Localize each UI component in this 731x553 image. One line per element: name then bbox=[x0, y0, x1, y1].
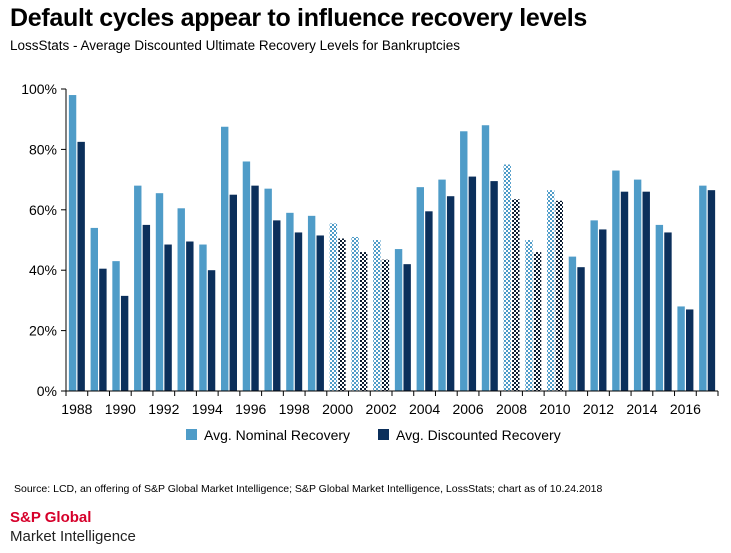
bar-discounted-1999 bbox=[316, 235, 324, 391]
x-tick-label: 2012 bbox=[583, 401, 614, 417]
bar-nominal-2011 bbox=[568, 256, 577, 391]
bar-nominal-1991 bbox=[134, 185, 142, 391]
bar-nominal-2008 bbox=[503, 164, 511, 391]
bar-discounted-1988 bbox=[77, 141, 85, 391]
bar-discounted-2012 bbox=[599, 229, 607, 391]
bar-nominal-2017 bbox=[699, 185, 707, 391]
bar-nominal-1990 bbox=[112, 261, 120, 391]
bar-discounted-2016 bbox=[686, 309, 694, 391]
legend: Avg. Nominal Recovery Avg. Discounted Rec… bbox=[186, 427, 561, 443]
bar-discounted-1989 bbox=[99, 268, 107, 391]
bar-nominal-2009 bbox=[525, 240, 533, 391]
bars bbox=[68, 95, 716, 392]
bar-discounted-2008 bbox=[512, 199, 520, 391]
x-tick-label: 2002 bbox=[366, 401, 397, 417]
chart-title: Default cycles appear to influence recov… bbox=[10, 4, 587, 32]
bar-discounted-1990 bbox=[120, 295, 129, 391]
x-tick-label: 2004 bbox=[409, 401, 440, 417]
bar-nominal-2016 bbox=[677, 306, 685, 391]
x-tick-label: 2006 bbox=[452, 401, 483, 417]
bar-discounted-2003 bbox=[403, 264, 411, 391]
bar-discounted-2005 bbox=[446, 196, 455, 391]
y-tick-label: 60% bbox=[29, 202, 57, 218]
source-note: Source: LCD, an offering of S&P Global M… bbox=[14, 483, 603, 495]
bar-discounted-2017 bbox=[707, 190, 716, 391]
bar-discounted-1993 bbox=[186, 241, 194, 391]
chart-subtitle: LossStats - Average Discounted Ultimate … bbox=[10, 38, 460, 53]
bar-nominal-2012 bbox=[590, 220, 598, 391]
bar-nominal-2007 bbox=[481, 125, 490, 392]
legend-label-discounted: Avg. Discounted Recovery bbox=[396, 427, 561, 443]
bar-discounted-2010 bbox=[555, 200, 563, 391]
bar-discounted-2014 bbox=[642, 191, 650, 391]
bar-nominal-2013 bbox=[612, 170, 620, 391]
bar-discounted-1995 bbox=[229, 194, 237, 391]
y-tick-label: 0% bbox=[37, 383, 57, 399]
legend-label-nominal: Avg. Nominal Recovery bbox=[204, 427, 350, 443]
legend-swatch-nominal bbox=[186, 429, 197, 440]
company-logo-line2: Market Intelligence bbox=[10, 528, 136, 545]
bar-discounted-2000 bbox=[338, 238, 346, 391]
bar-discounted-1997 bbox=[273, 220, 281, 391]
bar-nominal-1988 bbox=[68, 95, 77, 391]
bar-discounted-2015 bbox=[664, 232, 672, 391]
bar-nominal-2004 bbox=[416, 187, 424, 391]
bar-nominal-2003 bbox=[394, 249, 403, 391]
bar-nominal-2015 bbox=[655, 224, 664, 391]
bar-discounted-1994 bbox=[207, 270, 216, 391]
legend-swatch-discounted bbox=[378, 429, 389, 440]
bar-discounted-2013 bbox=[620, 191, 629, 391]
x-tick-label: 2016 bbox=[670, 401, 701, 417]
bar-discounted-1992 bbox=[164, 244, 172, 391]
bar-nominal-1992 bbox=[155, 193, 164, 391]
x-tick-label: 1998 bbox=[279, 401, 310, 417]
bar-nominal-2000 bbox=[329, 223, 338, 391]
x-tick-label: 1992 bbox=[148, 401, 179, 417]
x-tick-label: 2000 bbox=[322, 401, 353, 417]
x-tick-label: 1988 bbox=[61, 401, 92, 417]
recovery-bar-chart: 0%20%40%60%80%100% 1988 1990 1992 1994 1996 1… bbox=[21, 81, 719, 443]
bar-nominal-2010 bbox=[547, 190, 555, 391]
x-tick-label: 1996 bbox=[235, 401, 266, 417]
y-axis: 0% 20% 40% 60% 80% 100% bbox=[21, 81, 67, 399]
bar-discounted-2007 bbox=[490, 181, 498, 391]
bar-nominal-1994 bbox=[199, 244, 207, 391]
bar-nominal-2005 bbox=[438, 179, 446, 391]
y-tick-label: 20% bbox=[29, 323, 57, 339]
bar-discounted-2011 bbox=[577, 267, 585, 391]
bar-discounted-2009 bbox=[533, 252, 542, 391]
bar-discounted-1998 bbox=[294, 232, 303, 391]
bar-discounted-2002 bbox=[381, 259, 390, 391]
company-logo-line1: S&P Global bbox=[10, 509, 92, 526]
bar-discounted-1991 bbox=[142, 224, 151, 391]
bar-discounted-2001 bbox=[360, 252, 368, 391]
bar-discounted-1996 bbox=[251, 185, 259, 391]
y-tick-label: 40% bbox=[29, 262, 57, 278]
bar-nominal-2006 bbox=[460, 131, 468, 391]
bar-discounted-2004 bbox=[425, 211, 433, 391]
y-tick-label: 100% bbox=[21, 81, 57, 97]
x-tick-label: 2010 bbox=[539, 401, 570, 417]
bar-nominal-1989 bbox=[90, 227, 98, 391]
bar-nominal-1996 bbox=[242, 161, 251, 391]
x-tick-label: 1994 bbox=[192, 401, 223, 417]
bar-nominal-1999 bbox=[307, 215, 316, 391]
x-tick-label: 2014 bbox=[626, 401, 657, 417]
bar-discounted-2006 bbox=[468, 176, 477, 391]
bar-nominal-1997 bbox=[264, 188, 272, 391]
x-tick-label: 2008 bbox=[496, 401, 527, 417]
bar-nominal-1995 bbox=[221, 126, 229, 391]
x-tick-label: 1990 bbox=[105, 401, 136, 417]
y-tick-label: 80% bbox=[29, 141, 57, 157]
bar-nominal-1998 bbox=[286, 212, 294, 391]
bar-nominal-2002 bbox=[373, 240, 381, 391]
bar-nominal-2014 bbox=[633, 179, 642, 391]
bar-nominal-2001 bbox=[351, 236, 359, 391]
bar-nominal-1993 bbox=[177, 208, 185, 391]
x-axis: 1988 1990 1992 1994 1996 1998 2000 2002 2004 2006… bbox=[61, 390, 719, 417]
